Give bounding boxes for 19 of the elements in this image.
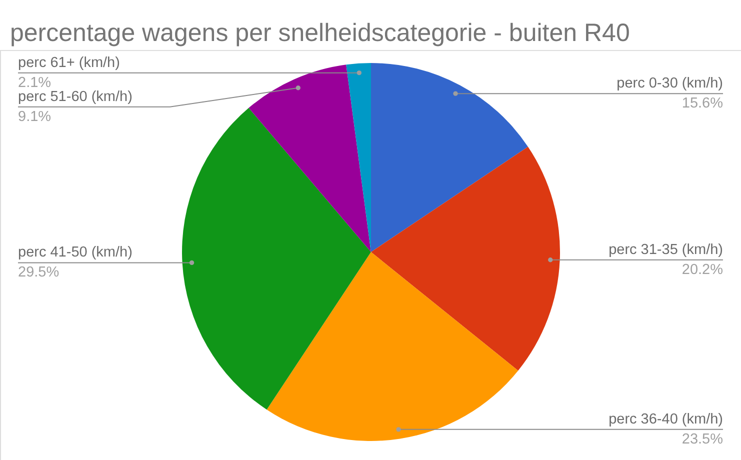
pie-slice — [346, 63, 371, 252]
slice-label: perc 0-30 (km/h) — [616, 76, 723, 92]
data-label: 15.6% — [682, 96, 724, 112]
slice-label: perc 36-40 (km/h) — [608, 411, 723, 428]
pie-slice — [371, 146, 560, 371]
slice-label: perc 41-50 (km/h) — [18, 244, 132, 261]
slice-label: perc 31-35 (km/h) — [608, 242, 723, 258]
data-label: 2.1% — [18, 74, 52, 91]
pie-slice — [371, 63, 528, 252]
pie-slice — [266, 252, 518, 441]
slice-label: perc 51-60 (km/h) — [18, 88, 132, 105]
pie-slice — [182, 108, 371, 410]
data-label: 23.5% — [682, 431, 724, 448]
data-label: 9.1% — [18, 108, 52, 125]
data-label: 20.2% — [682, 262, 724, 278]
chart-title: percentage wagens per snelheidscategorie - buiten R40 — [10, 19, 630, 47]
data-label: 29.5% — [18, 264, 60, 281]
pie-slice — [248, 64, 371, 252]
slice-label: perc 61+ (km/h) — [18, 54, 120, 71]
